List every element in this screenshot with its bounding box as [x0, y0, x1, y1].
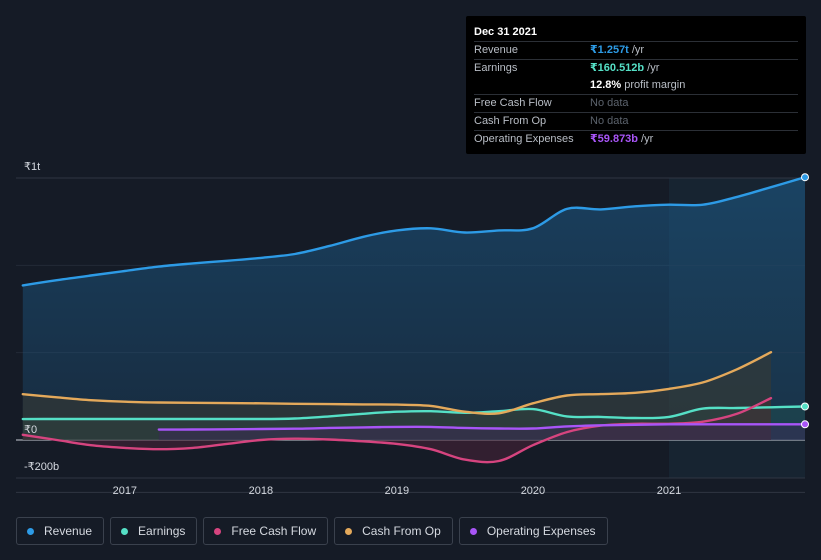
legend-dot-icon — [214, 527, 222, 535]
tooltip-row: Earnings ₹160.512b/yr — [474, 59, 798, 77]
tooltip-panel: Dec 31 2021 Revenue ₹1.257t/yr Earnings ₹16… — [466, 16, 806, 154]
tooltip-rows: Revenue ₹1.257t/yr Earnings ₹160.512b/yr 12.… — [474, 41, 798, 148]
x-tick-label: 2017 — [113, 485, 137, 497]
y-tick-label: ₹1t — [24, 161, 40, 173]
line-operating-expenses — [157, 423, 807, 431]
line-cash-from-op — [21, 351, 773, 416]
x-axis-labels: 2017 2018 2019 2020 2021 — [113, 485, 682, 497]
tooltip-row-label: Earnings — [474, 62, 518, 74]
tooltip-row-label — [474, 77, 590, 94]
legend-dot-icon — [469, 527, 477, 535]
series-lines — [21, 176, 807, 464]
tooltip-row-unit: /yr — [631, 44, 645, 56]
line-earnings — [21, 405, 807, 421]
tooltip-row-value: No data — [590, 115, 629, 127]
legend-label: Cash From Op — [362, 524, 441, 538]
tooltip-row-value: ₹59.873b — [590, 133, 639, 145]
tooltip-row-label: Revenue — [474, 44, 519, 56]
legend-item-earnings[interactable]: Earnings — [110, 517, 198, 545]
tooltip-row-label: Operating Expenses — [474, 133, 574, 145]
end-marker-revenue — [801, 173, 809, 182]
legend-label: Free Cash Flow — [231, 524, 317, 538]
legend-item-operating-expenses[interactable]: Operating Expenses — [458, 517, 608, 545]
tooltip-row-unit: /yr — [647, 62, 660, 74]
tooltip-date: Dec 31 2021 — [474, 26, 537, 38]
y-axis-labels: ₹1t ₹0 -₹200b — [24, 161, 59, 473]
tooltip-row-value: ₹160.512b — [590, 62, 645, 74]
legend-label: Revenue — [44, 524, 93, 538]
end-marker-operating-expenses — [801, 420, 809, 429]
tooltip-row-unit: /yr — [641, 133, 654, 145]
tooltip-row-unit: profit margin — [624, 79, 686, 91]
legend-label: Operating Expenses — [486, 524, 596, 538]
tooltip-row: Revenue ₹1.257t/yr — [474, 41, 798, 59]
x-tick-label: 2018 — [249, 485, 273, 497]
tooltip-row-label: Free Cash Flow — [474, 97, 552, 109]
legend-item-free-cash-flow[interactable]: Free Cash Flow — [203, 517, 329, 545]
series-end-markers[interactable] — [801, 173, 809, 429]
legend-item-cash-from-op[interactable]: Cash From Op — [334, 517, 453, 545]
tooltip-row-label: Cash From Op — [474, 115, 547, 127]
x-tick-label: 2020 — [521, 485, 545, 497]
x-tick-label: 2021 — [657, 485, 681, 497]
legend-dot-icon — [27, 527, 34, 535]
legend: Revenue Earnings Free Cash Flow Cash From O… — [16, 517, 608, 545]
tooltip-row: 12.8% profit margin — [474, 77, 798, 94]
tooltip-row: Operating Expenses ₹59.873b/yr — [474, 130, 798, 148]
legend-dot-icon — [121, 527, 129, 535]
tooltip-row-value: 12.8% — [590, 79, 622, 91]
tooltip-row-value: No data — [590, 97, 629, 109]
tooltip-row-value: ₹1.257t — [590, 44, 629, 56]
y-tick-label: -₹200b — [24, 461, 59, 473]
line-revenue — [21, 176, 807, 287]
tooltip-row: Cash From Op No data — [474, 112, 798, 130]
tooltip-row: Free Cash Flow No data — [474, 94, 798, 112]
y-tick-label: ₹0 — [24, 424, 37, 436]
legend-dot-icon — [345, 527, 353, 535]
legend-item-revenue[interactable]: Revenue — [16, 517, 105, 545]
end-marker-earnings — [801, 402, 809, 411]
legend-label: Earnings — [138, 524, 186, 538]
area-revenue — [22, 177, 806, 440]
x-tick-label: 2019 — [385, 485, 409, 497]
